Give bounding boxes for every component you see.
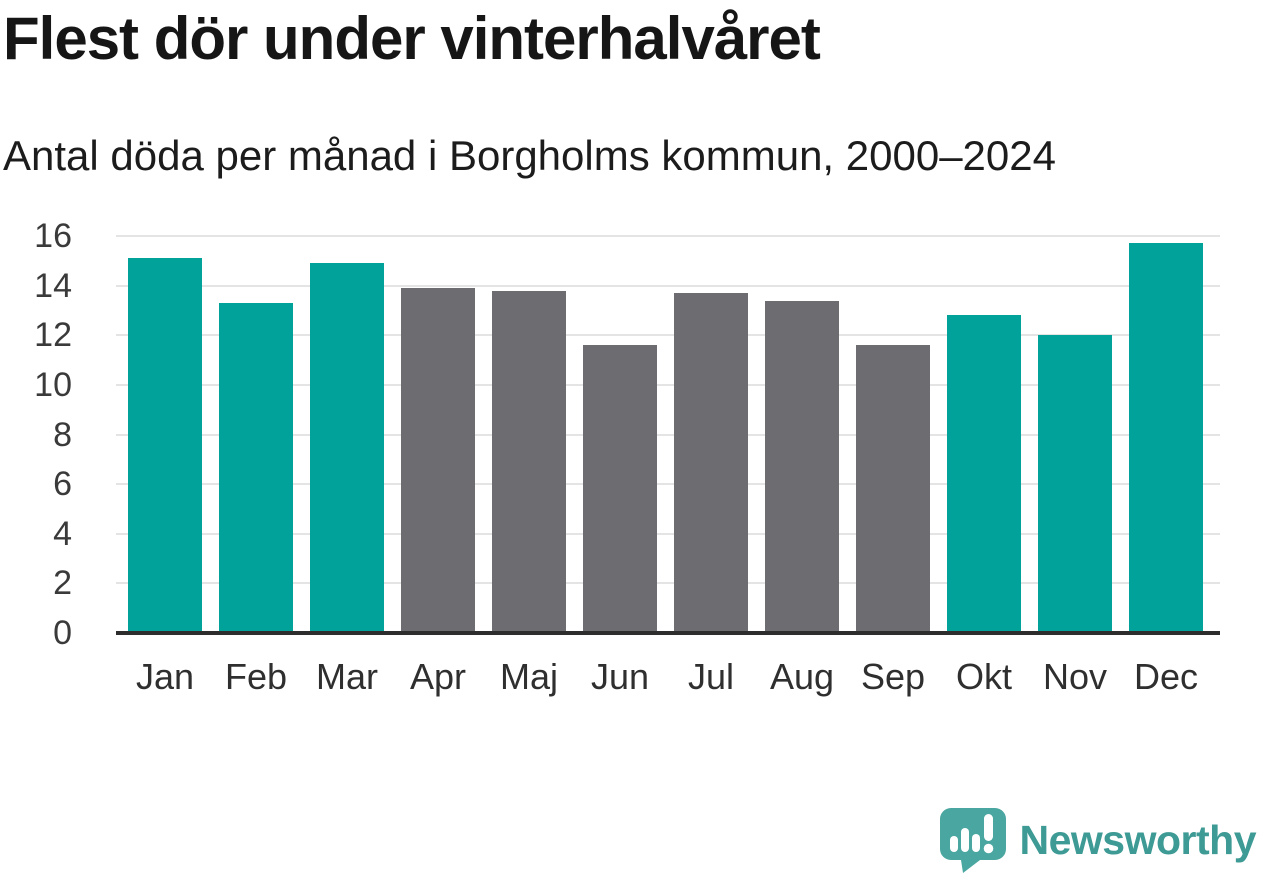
y-tick-label: 12 [34, 316, 72, 355]
x-tick-label: Nov [1042, 656, 1108, 697]
newsworthy-logo-icon [939, 808, 1006, 873]
y-tick-label: 8 [53, 415, 72, 454]
gridline [116, 383, 1220, 386]
bar-nov [1038, 335, 1112, 633]
bar-okt [947, 315, 1021, 633]
x-tick-label: Jan [135, 656, 195, 697]
gridline [116, 582, 1220, 585]
gridline [116, 235, 1220, 237]
bar-jan [128, 258, 202, 633]
x-tick-label: Jun [590, 656, 650, 697]
chart-subtitle: Antal döda per månad i Borgholms kommun,… [3, 132, 1056, 179]
y-tick-label: 16 [34, 217, 72, 255]
gridline [116, 284, 1220, 287]
gridline [116, 334, 1220, 337]
bar-maj [492, 290, 566, 633]
x-tick-label: Sep [860, 656, 926, 697]
bar-jun [583, 345, 657, 633]
y-tick-label: 10 [34, 365, 72, 404]
y-tick-label: 2 [53, 564, 72, 603]
bar-mar [310, 263, 384, 633]
y-axis: 0 2 4 6 8 10 12 14 16 [0, 217, 90, 652]
y-tick-label: 4 [53, 514, 72, 553]
x-tick-label: Jul [687, 656, 735, 697]
x-tick-label: Mar [316, 656, 378, 697]
chart-title: Flest dör under vinterhalvåret [3, 5, 821, 72]
x-tick-label: Maj [499, 656, 558, 697]
x-tick-label: Okt [955, 656, 1012, 697]
y-tick-label: 0 [53, 614, 72, 652]
bar-chart-plot-area [116, 235, 1220, 635]
x-tick-label: Aug [769, 656, 835, 697]
bar-feb [219, 303, 293, 633]
bar-jul [674, 293, 748, 633]
bar-sep [856, 345, 930, 633]
branding: Newsworthy [938, 807, 1257, 873]
x-axis: Jan Feb Mar Apr Maj Jun Jul Aug Sep Okt Nov Dec [116, 655, 1220, 701]
x-axis-line [116, 631, 1220, 635]
y-tick-label: 6 [53, 465, 72, 504]
gridline [116, 433, 1220, 436]
gridline [116, 483, 1220, 486]
x-tick-label: Feb [224, 656, 288, 697]
bar-aug [765, 300, 839, 633]
y-tick-label: 14 [34, 266, 72, 305]
x-tick-label: Dec [1133, 656, 1199, 697]
newsworthy-logo-text: Newsworthy [1019, 816, 1257, 863]
x-tick-label: Apr [409, 656, 467, 697]
bar-apr [401, 288, 475, 633]
gridline [116, 532, 1220, 535]
bar-dec [1129, 243, 1203, 633]
